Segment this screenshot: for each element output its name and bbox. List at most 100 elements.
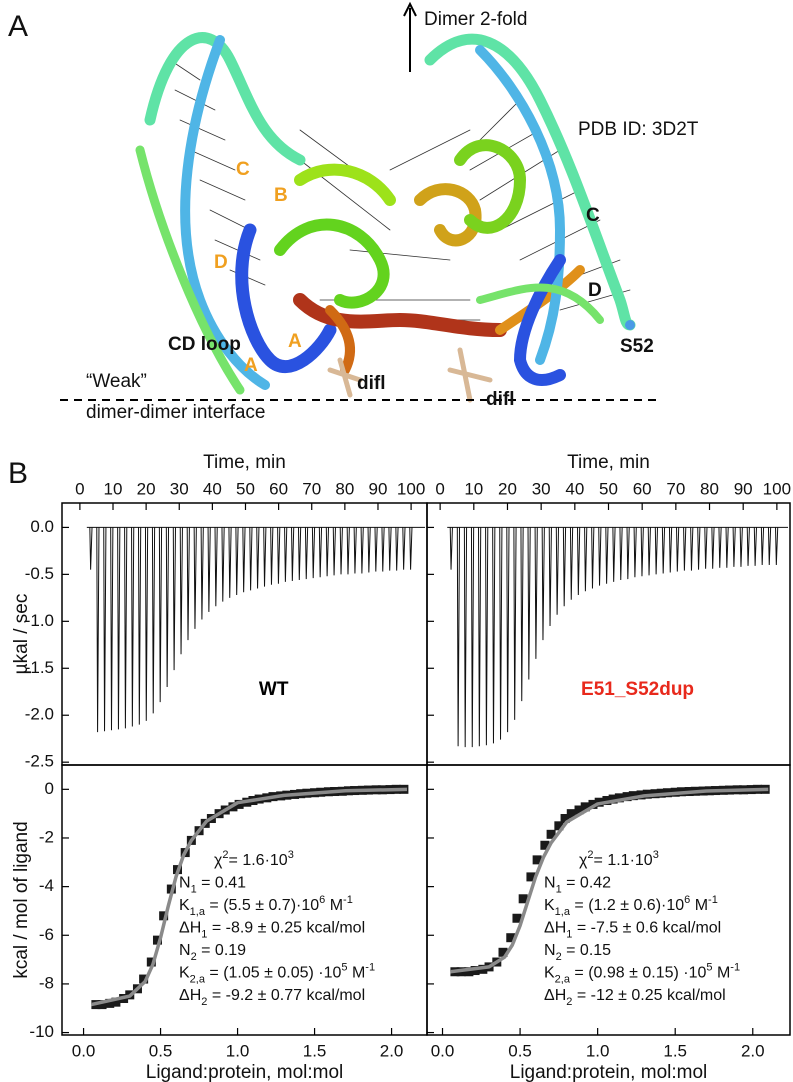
x-tick-label: 80	[335, 479, 354, 498]
ribbon	[475, 45, 566, 365]
x-tick-label: 1.5	[303, 1041, 327, 1060]
x-tick-label: 50	[236, 479, 255, 498]
fit-parameter-text: 5	[341, 961, 347, 973]
axis-label: Dimer 2-fold	[424, 9, 527, 30]
fit-curve	[90, 787, 408, 1007]
x-tick-label: 90	[734, 479, 753, 498]
injection-peak	[569, 527, 574, 600]
ribbon	[414, 183, 482, 247]
injection-peak	[527, 527, 531, 680]
data-point	[111, 997, 121, 1007]
strand-label: A	[244, 355, 258, 376]
x-tick-label: 30	[532, 479, 551, 498]
injection-peak	[598, 527, 602, 586]
fit-parameter-text: 3	[288, 849, 294, 861]
injection-peak	[640, 527, 644, 577]
injection-peak	[235, 527, 239, 596]
data-point	[532, 855, 542, 865]
fit-parameter-text: -1	[730, 961, 740, 973]
ligand-label: difl	[486, 389, 515, 410]
fit-parameter-text: N	[544, 942, 556, 959]
fit-parameter-text: K	[179, 897, 190, 914]
fit-parameter-text: ΔH	[179, 920, 201, 937]
injection-peak	[478, 527, 482, 747]
x-tick-label: 100	[763, 479, 791, 498]
injection-peak	[534, 527, 538, 659]
fit-parameter-text: = 0.42	[562, 875, 611, 892]
fit-parameter-text: = 0.15	[562, 942, 611, 959]
fit-parameter-text: 1	[566, 928, 572, 940]
fit-parameter-text: -1	[708, 894, 718, 906]
injection-peak	[485, 527, 489, 746]
injection-peak	[374, 527, 378, 572]
injection-peak	[753, 527, 758, 566]
injection-peak	[332, 527, 336, 576]
strand-labels: C B D A A C D	[214, 159, 602, 376]
injection-peak	[548, 527, 552, 627]
injection-peak	[668, 527, 673, 573]
ribbon	[180, 35, 270, 390]
injection-peak	[304, 527, 309, 580]
x-tick-label: 50	[599, 479, 618, 498]
ribbon	[495, 265, 585, 335]
fit-parameter-text: = (1.2 ± 0.6)·10	[570, 897, 684, 914]
x-tick-label: 0.5	[149, 1041, 173, 1060]
data-point	[560, 814, 570, 824]
strand-label: B	[274, 185, 288, 206]
strand-label: C	[236, 159, 250, 180]
x-tick-label: 90	[369, 479, 388, 498]
data-point	[512, 913, 522, 923]
y-axis-title: kcal / mol of ligand	[11, 821, 32, 978]
y-tick-label: 0.0	[30, 517, 54, 536]
injection-peak	[676, 527, 680, 572]
injection-peak	[360, 527, 364, 574]
data-point	[498, 947, 508, 957]
injection-peak	[683, 527, 687, 571]
ribbon	[274, 218, 390, 309]
data-point	[546, 829, 556, 839]
interface-label: dimer-dimer interface	[86, 402, 266, 423]
injection-peak	[325, 527, 330, 577]
x-tick-label: 0	[435, 479, 444, 498]
injection-peak	[470, 527, 475, 748]
injection-peak	[591, 527, 595, 589]
x-tick-label: 10	[464, 479, 483, 498]
y-tick-label: -10	[29, 1022, 54, 1041]
fit-parameter-text: 6	[684, 894, 690, 906]
injection-peak	[661, 527, 666, 574]
x-tick-label: 2.0	[741, 1041, 765, 1060]
injection-peak	[626, 527, 630, 580]
data-point	[159, 911, 169, 921]
injection-peak	[200, 527, 204, 620]
injection-peak	[165, 527, 170, 688]
injection-peak	[513, 527, 517, 720]
injection-peak	[221, 527, 225, 602]
fit-parameter-text: 2	[191, 951, 197, 963]
fit-parameter-text: 2	[222, 849, 228, 861]
x-tick-label: 0.0	[72, 1041, 96, 1060]
fit-parameter-text: 2	[587, 849, 593, 861]
injection-peak	[249, 527, 253, 591]
fit-parameters: ΔH2 = -12 ± 0.25 kcal/mol	[544, 987, 726, 1008]
data-point	[580, 802, 590, 812]
injection-peak	[96, 527, 100, 733]
injection-peak	[402, 527, 406, 570]
injection-peak	[499, 527, 503, 740]
injection-peak	[409, 527, 413, 570]
fit-parameter-text: K	[544, 897, 555, 914]
injection-peak	[605, 527, 609, 584]
fit-parameters: N1 = 0.41	[179, 875, 246, 896]
data-point	[464, 967, 474, 977]
fit-parameter-text: N	[179, 875, 191, 892]
y-tick-label: -2	[39, 827, 54, 846]
injection-peak	[318, 527, 323, 578]
plot-frame	[426, 764, 791, 1036]
x-tick-label: 60	[633, 479, 652, 498]
fit-parameter-text: M	[325, 897, 343, 914]
x-tick-label: 10	[104, 479, 123, 498]
ribbon	[325, 305, 355, 375]
injection-peak	[158, 527, 163, 703]
fit-parameters: ΔH1 = -8.9 ± 0.25 kcal/mol	[179, 920, 365, 941]
injection-peak	[456, 527, 461, 747]
